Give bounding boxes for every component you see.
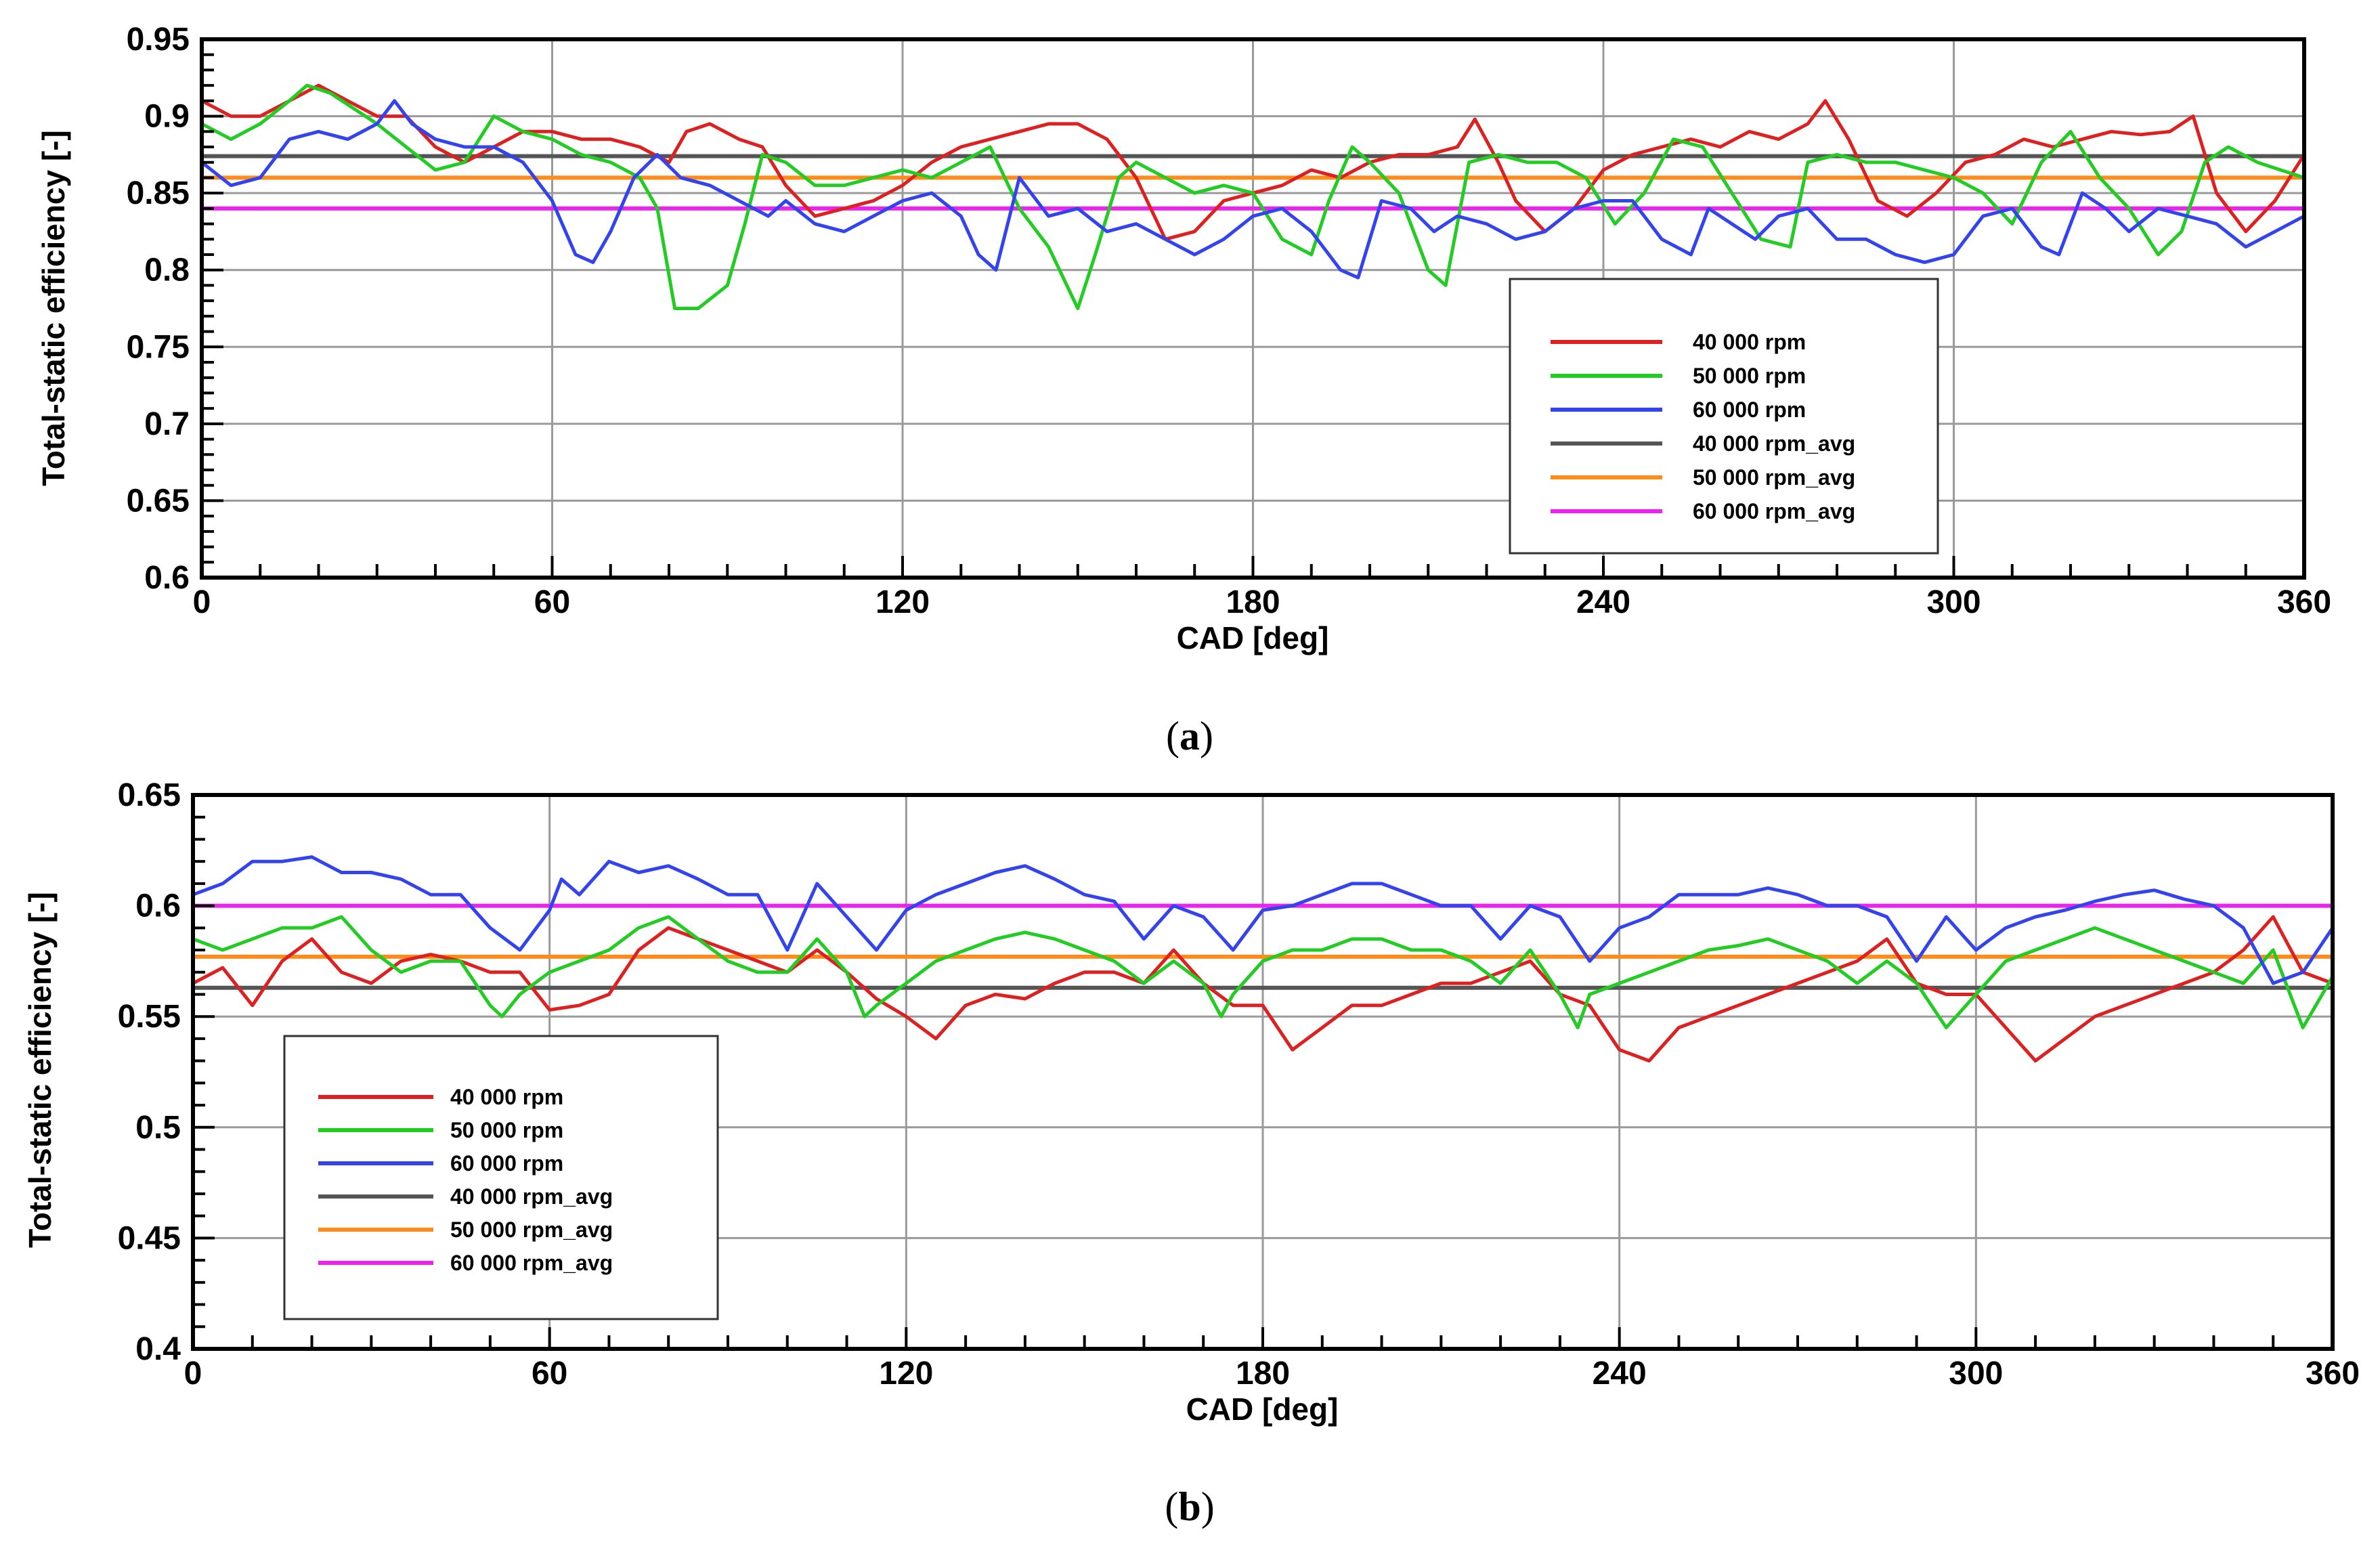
panel-a-y-tick-label: 0.75 bbox=[127, 329, 190, 365]
panel-a-y-axis-label: Total-static efficiency [-] bbox=[36, 130, 71, 486]
panel-a-x-tick-label: 360 bbox=[2277, 584, 2331, 620]
panel-a-y-tick-label: 0.65 bbox=[127, 483, 190, 519]
panel-a-y-tick-label: 0.95 bbox=[127, 22, 190, 58]
panel-b-legend-label: 40 000 rpm_avg bbox=[450, 1184, 613, 1209]
panel-a-legend-label: 40 000 rpm bbox=[1693, 330, 1806, 354]
panel-b-x-tick-label: 0 bbox=[184, 1356, 202, 1392]
panel-a-legend-label: 60 000 rpm bbox=[1693, 397, 1806, 422]
panel-b-tick-labels: 0 60 120 180 240 300 360 0.4 0.45 0.5 0.55 0.6 0.65 bbox=[118, 777, 2360, 1392]
panel-b-legend-label: 60 000 rpm_avg bbox=[450, 1251, 613, 1275]
panel-a-series-lines bbox=[200, 83, 2306, 310]
panel-a-x-tick-label: 60 bbox=[534, 584, 570, 620]
panel-b-x-tick-label: 120 bbox=[879, 1356, 933, 1392]
panel-a-y-tick-label: 0.9 bbox=[144, 99, 190, 135]
panel-b-x-tick-label: 360 bbox=[2306, 1356, 2360, 1392]
panel-a-legend-label: 40 000 rpm_avg bbox=[1693, 431, 1855, 456]
panel-b-legend: 40 000 rpm 50 000 rpm 60 000 rpm 40 000 rpm… bbox=[283, 1035, 719, 1320]
panel-b-series-line-50-000-rpm bbox=[191, 915, 2335, 1030]
panel-b-legend-box bbox=[283, 1035, 719, 1320]
panel-a-y-tick-label: 0.8 bbox=[144, 253, 190, 288]
panel-b-legend-label: 40 000 rpm bbox=[450, 1085, 563, 1109]
panel-b-y-tick-label: 0.45 bbox=[118, 1220, 181, 1256]
panel-b-x-tick-label: 180 bbox=[1236, 1356, 1290, 1392]
panel-b-y-tick-label: 0.65 bbox=[118, 777, 181, 813]
panel-b-y-tick-label: 0.5 bbox=[135, 1110, 181, 1146]
panel-a-legend-label: 60 000 rpm_avg bbox=[1693, 499, 1855, 523]
panel-b-ticks bbox=[192, 794, 2334, 1350]
panel-a-series-line-60-000-rpm bbox=[200, 99, 2306, 280]
panel-b-y-tick-label: 0.55 bbox=[118, 999, 181, 1035]
chart-panel-a: 0 60 120 180 240 300 360 0.6 0.65 0.7 0.75 0.8 0.85 0… bbox=[36, 22, 2331, 758]
panel-a-x-tick-label: 300 bbox=[1926, 584, 1981, 620]
panel-b-series-line-60-000-rpm bbox=[191, 855, 2335, 985]
panel-b-series-lines bbox=[191, 855, 2335, 1063]
panel-a-caption: (a) bbox=[1166, 714, 1213, 758]
panel-b-legend-label: 50 000 rpm_avg bbox=[450, 1217, 613, 1242]
panel-b-x-tick-label: 300 bbox=[1949, 1356, 2003, 1392]
panel-a-ticks bbox=[200, 38, 2306, 579]
panel-b-legend-label: 50 000 rpm bbox=[450, 1118, 563, 1142]
panel-a-legend-box bbox=[1509, 278, 1939, 555]
panel-a-x-tick-label: 240 bbox=[1576, 584, 1630, 620]
panel-a-x-axis-label: CAD [deg] bbox=[1177, 620, 1329, 655]
panel-b-y-tick-label: 0.4 bbox=[135, 1331, 181, 1367]
chart-panel-b: 0 60 120 180 240 300 3600.40.450.50.550.60.65 … bbox=[22, 777, 2360, 1529]
panel-b-x-tick-label: 60 bbox=[532, 1356, 567, 1392]
panel-b-y-axis-label: Total-static efficiency [-] bbox=[22, 892, 58, 1248]
panel-a-y-tick-label: 0.6 bbox=[144, 560, 190, 596]
panel-b-y-tick-label: 0.6 bbox=[135, 888, 181, 924]
panel-a-legend-label: 50 000 rpm_avg bbox=[1693, 465, 1855, 490]
panel-b-legend-label: 60 000 rpm bbox=[450, 1151, 563, 1176]
panel-a-legend: 40 000 rpm 50 000 rpm 60 000 rpm 40 000 rpm… bbox=[1509, 278, 1939, 555]
panel-a-x-tick-label: 180 bbox=[1226, 584, 1280, 620]
panel-a-x-tick-label: 0 bbox=[193, 584, 211, 620]
panel-a-legend-label: 50 000 rpm bbox=[1693, 364, 1806, 388]
panel-b-caption: (b) bbox=[1165, 1484, 1214, 1529]
panel-a-x-tick-label: 120 bbox=[875, 584, 930, 620]
panel-b-x-tick-label: 240 bbox=[1593, 1356, 1647, 1392]
panel-a-tick-labels: 0 60 120 180 240 300 360 0.6 0.65 0.7 0.75 0.8 0.85 0… bbox=[127, 22, 2331, 620]
panel-a-series-line-50-000-rpm bbox=[200, 83, 2306, 310]
panel-a-y-tick-label: 0.85 bbox=[127, 175, 190, 211]
panel-b-x-axis-label: CAD [deg] bbox=[1186, 1392, 1339, 1427]
panel-a-y-tick-label: 0.7 bbox=[144, 406, 190, 442]
